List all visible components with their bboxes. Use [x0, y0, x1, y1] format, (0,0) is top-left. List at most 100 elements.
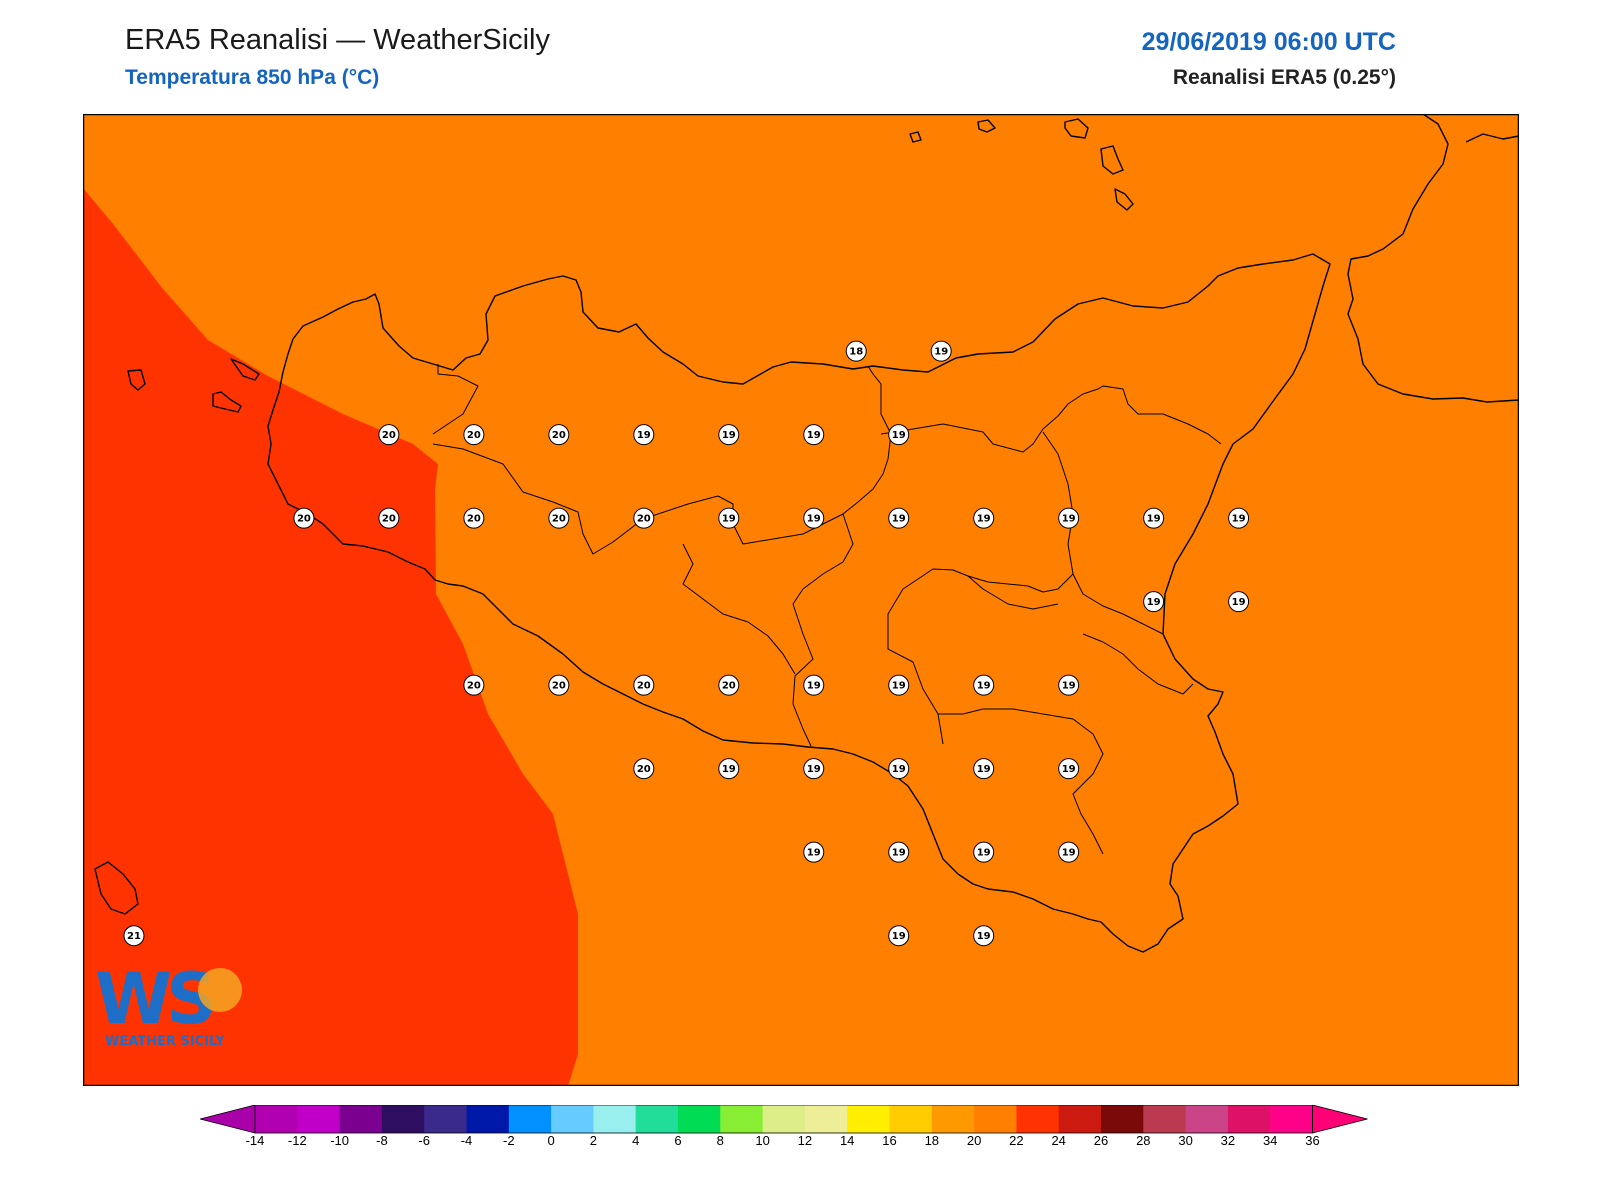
station-circle [123, 925, 145, 947]
station-circle [888, 424, 910, 446]
colorbar-swatch [466, 1105, 510, 1133]
station-value: 19 [722, 764, 736, 775]
colorbar-under-arrow [200, 1105, 256, 1134]
station-circle [888, 925, 910, 947]
station-circle [633, 674, 655, 696]
station-value: 19 [934, 347, 948, 358]
station-circle [378, 507, 400, 529]
station-value: 19 [892, 681, 906, 692]
station-circle [803, 841, 825, 863]
station-circle [548, 507, 570, 529]
station-circle [718, 507, 740, 529]
colorbar-swatch [551, 1105, 594, 1133]
colorbar-swatch [678, 1105, 721, 1133]
station-marker: 19 [1143, 507, 1165, 529]
station-circle [1058, 674, 1080, 696]
station-circle [888, 507, 910, 529]
logo-text: WS [95, 958, 212, 1040]
logo-sun [198, 968, 242, 1012]
colorbar-tick-label: 10 [755, 1133, 769, 1145]
colorbar-tick-label: -6 [418, 1133, 430, 1145]
station-value: 20 [552, 514, 566, 525]
station-marker: 20 [463, 507, 485, 529]
station-value: 19 [892, 848, 906, 859]
station-circle [803, 507, 825, 529]
station-value: 19 [722, 430, 736, 441]
colorbar-swatch [1016, 1105, 1060, 1133]
station-circle [1228, 507, 1250, 529]
colorbar-tick-label: 0 [547, 1133, 554, 1145]
station-value: 19 [807, 764, 821, 775]
station-value: 20 [297, 514, 311, 525]
station-value: 20 [637, 514, 651, 525]
station-marker: 20 [293, 507, 315, 529]
station-circle [463, 424, 485, 446]
station-value: 20 [552, 430, 566, 441]
station-marker: 21 [123, 925, 145, 947]
station-circle [633, 507, 655, 529]
colorbar-tick-label: 30 [1178, 1133, 1192, 1145]
colorbar-swatch [931, 1105, 975, 1133]
colorbar-tick-label: 6 [674, 1133, 681, 1145]
colorbar-tick-label: 28 [1136, 1133, 1150, 1145]
station-value: 20 [722, 681, 736, 692]
colorbar-swatch [1185, 1105, 1229, 1133]
station-circle [1143, 507, 1165, 529]
colorbar-swatch [889, 1105, 933, 1133]
station-circle [633, 424, 655, 446]
station-markers: 18 19 20 20 20 19 19 19 19 20 20 20 20 20 19 19 19 19 19 19… [123, 340, 1250, 947]
station-value: 21 [127, 931, 141, 942]
station-value: 19 [1147, 597, 1161, 608]
logo-caption: WEATHER SICILY [105, 1034, 225, 1049]
colorbar-tick-label: 24 [1051, 1133, 1065, 1145]
station-value: 18 [849, 347, 863, 358]
station-marker: 19 [1058, 841, 1080, 863]
field-20-22 [83, 188, 578, 1086]
station-circle [718, 758, 740, 780]
station-marker: 20 [548, 674, 570, 696]
station-marker: 20 [378, 507, 400, 529]
coastlines [94, 114, 1519, 953]
station-value: 20 [637, 764, 651, 775]
station-circle [973, 841, 995, 863]
station-value: 19 [722, 514, 736, 525]
station-value: 19 [1062, 764, 1076, 775]
station-marker: 19 [930, 340, 952, 362]
station-value: 20 [467, 681, 481, 692]
colorbar-swatch [1270, 1105, 1313, 1133]
colorbar-swatch [339, 1105, 383, 1133]
colorbar-swatch [297, 1105, 341, 1133]
station-marker: 19 [973, 758, 995, 780]
station-circle [1058, 758, 1080, 780]
station-value: 19 [637, 430, 651, 441]
colorbar-swatch [1058, 1105, 1102, 1133]
station-circle [973, 674, 995, 696]
colorbar-swatch [381, 1105, 425, 1133]
station-marker: 19 [1058, 674, 1080, 696]
station-marker: 19 [1058, 758, 1080, 780]
station-marker: 19 [803, 424, 825, 446]
station-value: 19 [807, 514, 821, 525]
station-marker: 19 [1058, 507, 1080, 529]
station-circle [633, 758, 655, 780]
temperature-map: 18 19 20 20 20 19 19 19 19 20 20 20 20 20 19 19 19 19 19 19… [83, 114, 1519, 1086]
station-value: 19 [1062, 681, 1076, 692]
station-value: 19 [977, 681, 991, 692]
station-circle [803, 674, 825, 696]
colorbar-swatch [974, 1105, 1017, 1133]
station-circle [1228, 591, 1250, 613]
station-circle [845, 340, 867, 362]
station-value: 19 [892, 514, 906, 525]
station-value: 19 [1232, 514, 1246, 525]
colorbar-tick-label: -10 [330, 1133, 349, 1145]
colorbar-tick-label: 22 [1009, 1133, 1023, 1145]
station-marker: 19 [1143, 591, 1165, 613]
station-marker: 19 [888, 674, 910, 696]
station-marker: 20 [463, 674, 485, 696]
colorbar-swatch [847, 1105, 890, 1133]
station-circle [803, 424, 825, 446]
station-marker: 19 [1228, 507, 1250, 529]
station-marker: 20 [463, 424, 485, 446]
colorbar-tick-label: 4 [632, 1133, 639, 1145]
station-marker: 19 [888, 758, 910, 780]
